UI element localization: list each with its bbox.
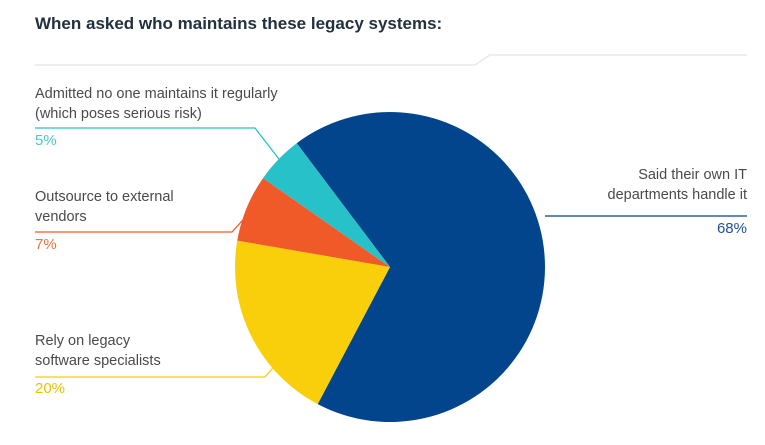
leader-line (35, 361, 279, 378)
chart-title: When asked who maintains these legacy sy… (35, 14, 443, 33)
label-own-it: Said their own IT departments handle it (607, 167, 747, 203)
pct-specialists: 20% (35, 380, 66, 397)
slice-no-one (263, 143, 390, 267)
slice-outsource (237, 178, 390, 267)
pct-own-it: 68% (716, 220, 747, 237)
slice-own-it (296, 111, 545, 422)
label-specialists: Rely on legacy software specialists (35, 333, 161, 369)
title-rule (35, 54, 747, 66)
slice-specialists (235, 240, 390, 405)
pct-outsource: 7% (35, 236, 57, 253)
leader-line (35, 211, 251, 233)
label-outsource: Outsource to external vendors (35, 189, 174, 225)
label-no-one: Admitted no one maintains it regularly (w… (35, 86, 278, 122)
pct-no-one: 5% (35, 132, 57, 149)
leader-line (35, 127, 283, 164)
